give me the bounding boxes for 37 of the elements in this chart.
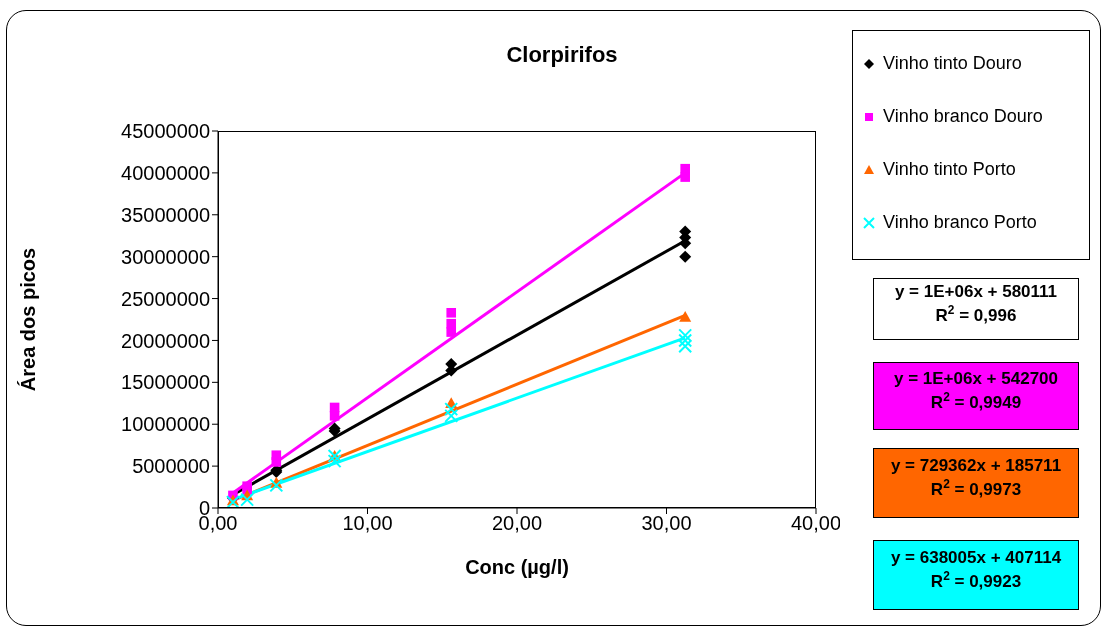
x-tick-label: 20,00	[491, 512, 543, 535]
y-axis-title: Área dos picos	[17, 247, 40, 392]
point	[679, 250, 692, 263]
text: y = 1E+06x + 542700 R$^{2}$ = 0,9949	[893, 369, 1059, 412]
text: y = 638005x + 407114 R$^{2}$ = 0,9923	[890, 548, 1062, 591]
point	[678, 333, 693, 348]
y-tick-label: 5000000	[132, 455, 210, 478]
point	[271, 457, 282, 467]
y-tick-label: 10000000	[121, 413, 210, 436]
x-tick-label: 30,00	[641, 512, 692, 535]
x-tick-label: 40,00	[790, 512, 842, 535]
legend-label: Vinho branco Porto	[883, 212, 1037, 233]
y-tick-label: 30000000	[121, 245, 210, 268]
point	[329, 411, 340, 421]
y-tick-label: 15000000	[121, 371, 210, 394]
y-tick-label: 20000000	[121, 329, 210, 352]
point	[240, 492, 255, 507]
point	[446, 308, 457, 318]
point	[444, 402, 459, 417]
point	[327, 454, 342, 469]
y-tick-label: 25000000	[121, 287, 210, 310]
legend-label: Vinho tinto Porto	[883, 159, 1016, 180]
point	[679, 310, 692, 322]
y-tick-label: 40000000	[121, 161, 210, 184]
x-axis-title: Conc (µg/l)	[465, 556, 569, 578]
legend-label: Vinho tinto Douro	[883, 53, 1022, 74]
point	[269, 478, 284, 493]
chart-title: Clorpirifos	[506, 42, 618, 67]
text: y = 729362x + 185711 R$^{2}$ = 0,9973	[890, 456, 1062, 499]
y-tick-label: 35000000	[121, 203, 210, 226]
text: y = 1E+06x + 580111 R$^{2}$ = 0,996	[894, 282, 1058, 325]
point	[446, 327, 457, 337]
x-tick-label: 10,00	[342, 512, 393, 535]
point	[680, 172, 690, 182]
legend-label: Vinho branco Douro	[883, 106, 1043, 127]
point	[444, 408, 459, 423]
y-tick-label: 45000000	[121, 120, 210, 143]
